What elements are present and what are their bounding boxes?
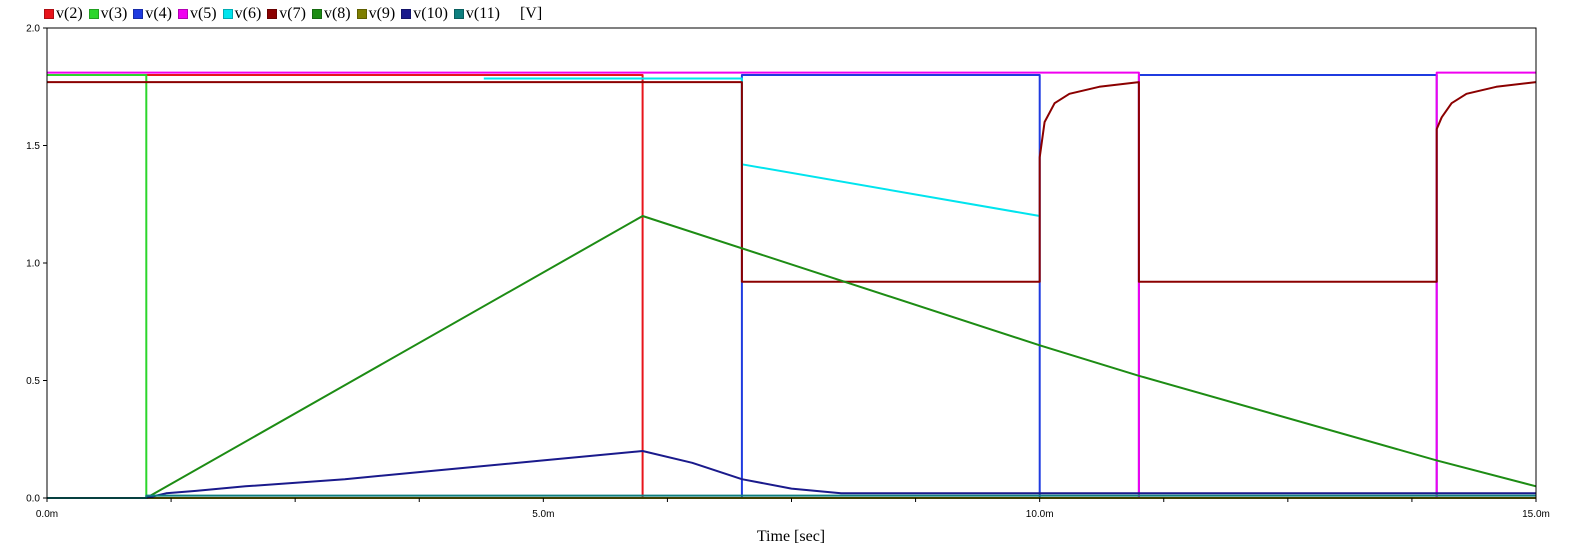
y-tick-label: 1.5 [26, 141, 40, 152]
axes: 0.0 0.5 1.0 1.5 2.0 0.0m 5.0m 10.0m 15.0m [26, 24, 1550, 521]
legend-item: v(10) [401, 5, 448, 23]
legend-swatch [311, 9, 322, 19]
legend-item: v(3) [88, 5, 128, 23]
chart-legend: v(2) v(3) v(4) v(5) v(6) v(7) v(8) v(9) v(10) v(1… [44, 3, 542, 25]
legend-label: v(6) [234, 5, 262, 22]
series-line-v5 [47, 71, 1536, 499]
series-line-v4 [47, 74, 1536, 499]
series-line-v6 [483, 77, 1040, 217]
x-tick-label: 5.0m [532, 509, 554, 520]
legend-label: v(10) [413, 5, 448, 22]
x-tick-label: 10.0m [1026, 509, 1054, 520]
series-line-v2 [47, 74, 1536, 499]
legend-label: v(8) [323, 5, 351, 22]
legend-item: v(5) [177, 5, 217, 23]
legend-item: v(11) [453, 5, 500, 23]
series-line-v8 [145, 215, 1537, 499]
legend-label: v(4) [145, 5, 172, 22]
legend-item: v(9) [356, 5, 396, 23]
legend-label: v(3) [100, 5, 128, 22]
x-tick-label: 15.0m [1522, 509, 1550, 520]
legend-item: v(4) [133, 5, 172, 23]
legend-swatch [356, 9, 367, 19]
legend-swatch [177, 9, 188, 19]
y-tick-label: 0.0 [26, 494, 40, 505]
series-line-v10 [146, 450, 1536, 499]
legend-item: v(7) [267, 5, 306, 23]
legend-swatch [222, 9, 233, 19]
series-line-v3 [47, 74, 1536, 499]
legend-swatch [401, 9, 412, 19]
legend-label: v(5) [189, 5, 217, 22]
legend-label: v(9) [368, 5, 396, 22]
legend-swatch [133, 9, 144, 19]
x-tick-label: 0.0m [36, 509, 58, 520]
legend-label: v(11) [465, 5, 500, 22]
legend-item: v(6) [222, 5, 262, 23]
plot-marks [47, 71, 1537, 499]
legend-swatch [88, 9, 99, 19]
legend-swatch [44, 9, 54, 19]
series-line-v7 [47, 81, 1537, 283]
x-axis-title: Time [sec] [757, 528, 825, 545]
y-tick-label: 2.0 [26, 24, 40, 35]
y-tick-label: 0.5 [26, 376, 40, 387]
unit-label: [V] [519, 5, 543, 22]
legend-item: v(2) [44, 5, 83, 23]
y-tick-label: 1.0 [26, 259, 40, 270]
legend-item: v(8) [311, 5, 351, 23]
legend-label: v(2) [56, 5, 83, 22]
legend-swatch [453, 9, 464, 19]
legend-swatch [267, 9, 278, 19]
legend-label: v(7) [279, 5, 306, 22]
